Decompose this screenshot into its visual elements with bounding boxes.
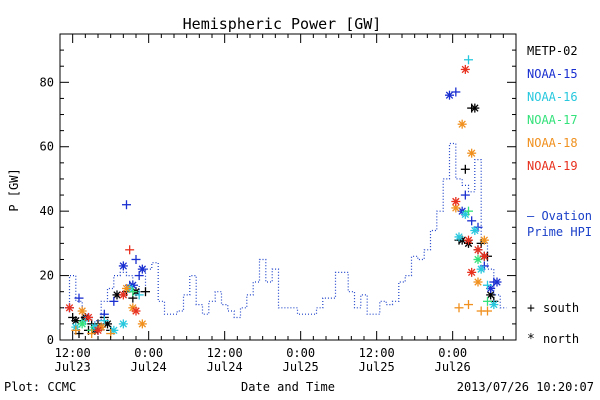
legend-entry-noaa-16: NOAA-16 bbox=[527, 90, 578, 104]
noaa-16-north-marker bbox=[470, 225, 480, 235]
x-tick-date-label: Jul23 bbox=[55, 360, 91, 374]
marker-key-north-label: north bbox=[543, 332, 579, 346]
x-tick-time-label: 12:00 bbox=[207, 346, 243, 360]
y-tick-label: 60 bbox=[40, 140, 54, 154]
noaa-19-north-marker bbox=[464, 235, 473, 245]
noaa-19-north-marker bbox=[93, 325, 103, 335]
noaa-15-north-marker bbox=[445, 90, 454, 100]
noaa-16-north-marker bbox=[489, 300, 499, 310]
ovation-legend-line2: Prime HPI bbox=[527, 225, 592, 239]
x-tick-date-label: Jul25 bbox=[359, 360, 395, 374]
noaa-18-north-marker bbox=[457, 119, 467, 129]
noaa-19-north-marker bbox=[473, 245, 483, 255]
satellite-data-points bbox=[65, 55, 502, 339]
noaa-16-north-marker bbox=[118, 319, 128, 329]
noaa-19-north-marker bbox=[460, 64, 470, 74]
x-tick-date-label: Jul24 bbox=[131, 360, 167, 374]
noaa-17-south-marker bbox=[128, 287, 138, 297]
noaa-16-south-marker bbox=[99, 316, 109, 326]
noaa-18-south-marker bbox=[483, 306, 492, 316]
footer-timestamp: 2013/07/26 10:20:07 bbox=[457, 380, 594, 394]
x-tick-time-label: 12:00 bbox=[359, 346, 395, 360]
noaa-18-north-marker bbox=[467, 148, 477, 158]
noaa-18-south-marker bbox=[87, 329, 97, 339]
noaa-19-north-marker bbox=[65, 303, 74, 313]
y-tick-label: 0 bbox=[47, 333, 54, 347]
noaa-18-south-marker bbox=[464, 300, 473, 310]
noaa-19-south-marker bbox=[125, 245, 135, 255]
noaa-15-north-marker bbox=[492, 277, 502, 287]
x-tick-time-label: 12:00 bbox=[55, 346, 91, 360]
noaa-15-south-marker bbox=[109, 296, 119, 306]
noaa-19-north-marker bbox=[479, 251, 489, 261]
x-tick-time-label: 0:00 bbox=[286, 346, 315, 360]
legend-entry-noaa-18: NOAA-18 bbox=[527, 136, 578, 150]
ovation-prime-hpi-line bbox=[63, 142, 507, 328]
legend-entry-metp-02: METP-02 bbox=[527, 44, 578, 58]
chart-title: Hemispheric Power [GW] bbox=[183, 15, 382, 33]
noaa-18-south-marker bbox=[71, 325, 81, 335]
noaa-16-south-marker bbox=[134, 290, 144, 300]
legend-entry-noaa-15: NOAA-15 bbox=[527, 67, 578, 81]
legend-entry-noaa-17: NOAA-17 bbox=[527, 113, 578, 127]
x-tick-date-label: Jul24 bbox=[207, 360, 243, 374]
metp-02-north-marker bbox=[470, 103, 480, 113]
noaa-17-south-marker bbox=[483, 296, 492, 306]
metp-02-south-marker bbox=[460, 164, 470, 174]
y-axis-label: P [GW] bbox=[7, 168, 21, 211]
noaa-16-north-marker bbox=[454, 232, 464, 242]
x-tick-date-label: Jul26 bbox=[435, 360, 471, 374]
plot-axes: 02040608012:00Jul230:00Jul2412:00Jul240:… bbox=[40, 33, 517, 374]
noaa-18-north-marker bbox=[77, 306, 87, 316]
noaa-19-north-marker bbox=[118, 290, 128, 300]
metp-02-south-marker bbox=[141, 287, 150, 297]
y-tick-label: 80 bbox=[40, 75, 54, 89]
x-tick-time-label: 0:00 bbox=[134, 346, 163, 360]
y-tick-label: 40 bbox=[40, 204, 54, 218]
x-tick-date-label: Jul25 bbox=[283, 360, 319, 374]
x-axis-label: Date and Time bbox=[241, 380, 335, 394]
noaa-16-south-marker bbox=[464, 55, 473, 65]
noaa-18-north-marker bbox=[122, 283, 131, 293]
noaa-15-north-marker bbox=[118, 261, 128, 271]
noaa-19-north-marker bbox=[467, 267, 477, 277]
noaa-15-south-marker bbox=[460, 190, 470, 200]
marker-key-north-symbol: * bbox=[527, 332, 535, 347]
noaa-16-south-marker bbox=[483, 280, 492, 290]
noaa-15-north-marker bbox=[137, 264, 147, 274]
ovation-step-line bbox=[63, 142, 507, 328]
footer-plot-credit: Plot: CCMC bbox=[4, 380, 76, 394]
noaa-15-south-marker bbox=[74, 293, 84, 303]
noaa-18-north-marker bbox=[473, 277, 483, 287]
x-tick-time-label: 0:00 bbox=[438, 346, 467, 360]
marker-key-south-label: south bbox=[543, 301, 579, 315]
y-tick-label: 20 bbox=[40, 269, 54, 283]
noaa-17-north-marker bbox=[473, 254, 483, 264]
noaa-19-north-marker bbox=[131, 306, 141, 316]
marker-key: + south * north bbox=[527, 301, 579, 347]
ovation-legend: — Ovation Prime HPI bbox=[527, 209, 592, 239]
noaa-18-south-marker bbox=[454, 303, 464, 313]
legend-entry-noaa-19: NOAA-19 bbox=[527, 159, 578, 173]
noaa-15-south-marker bbox=[451, 87, 461, 97]
marker-key-south-symbol: + bbox=[527, 301, 535, 316]
noaa-18-north-marker bbox=[479, 235, 489, 245]
noaa-15-south-marker bbox=[134, 271, 144, 281]
noaa-15-south-marker bbox=[467, 216, 477, 226]
noaa-16-north-marker bbox=[109, 325, 119, 335]
noaa-18-north-marker bbox=[137, 319, 147, 329]
noaa-19-north-marker bbox=[451, 196, 461, 206]
chart-legend: METP-02 NOAA-15 NOAA-16 NOAA-17 NOAA-18 NOAA-… bbox=[527, 44, 578, 173]
noaa-16-north-marker bbox=[476, 264, 486, 274]
noaa-17-north-marker bbox=[77, 319, 87, 329]
noaa-17-south-marker bbox=[464, 206, 473, 216]
noaa-19-north-marker bbox=[84, 312, 93, 322]
ovation-legend-line1: — Ovation bbox=[527, 209, 592, 223]
noaa-15-south-marker bbox=[122, 200, 131, 210]
noaa-15-south-marker bbox=[131, 254, 141, 264]
